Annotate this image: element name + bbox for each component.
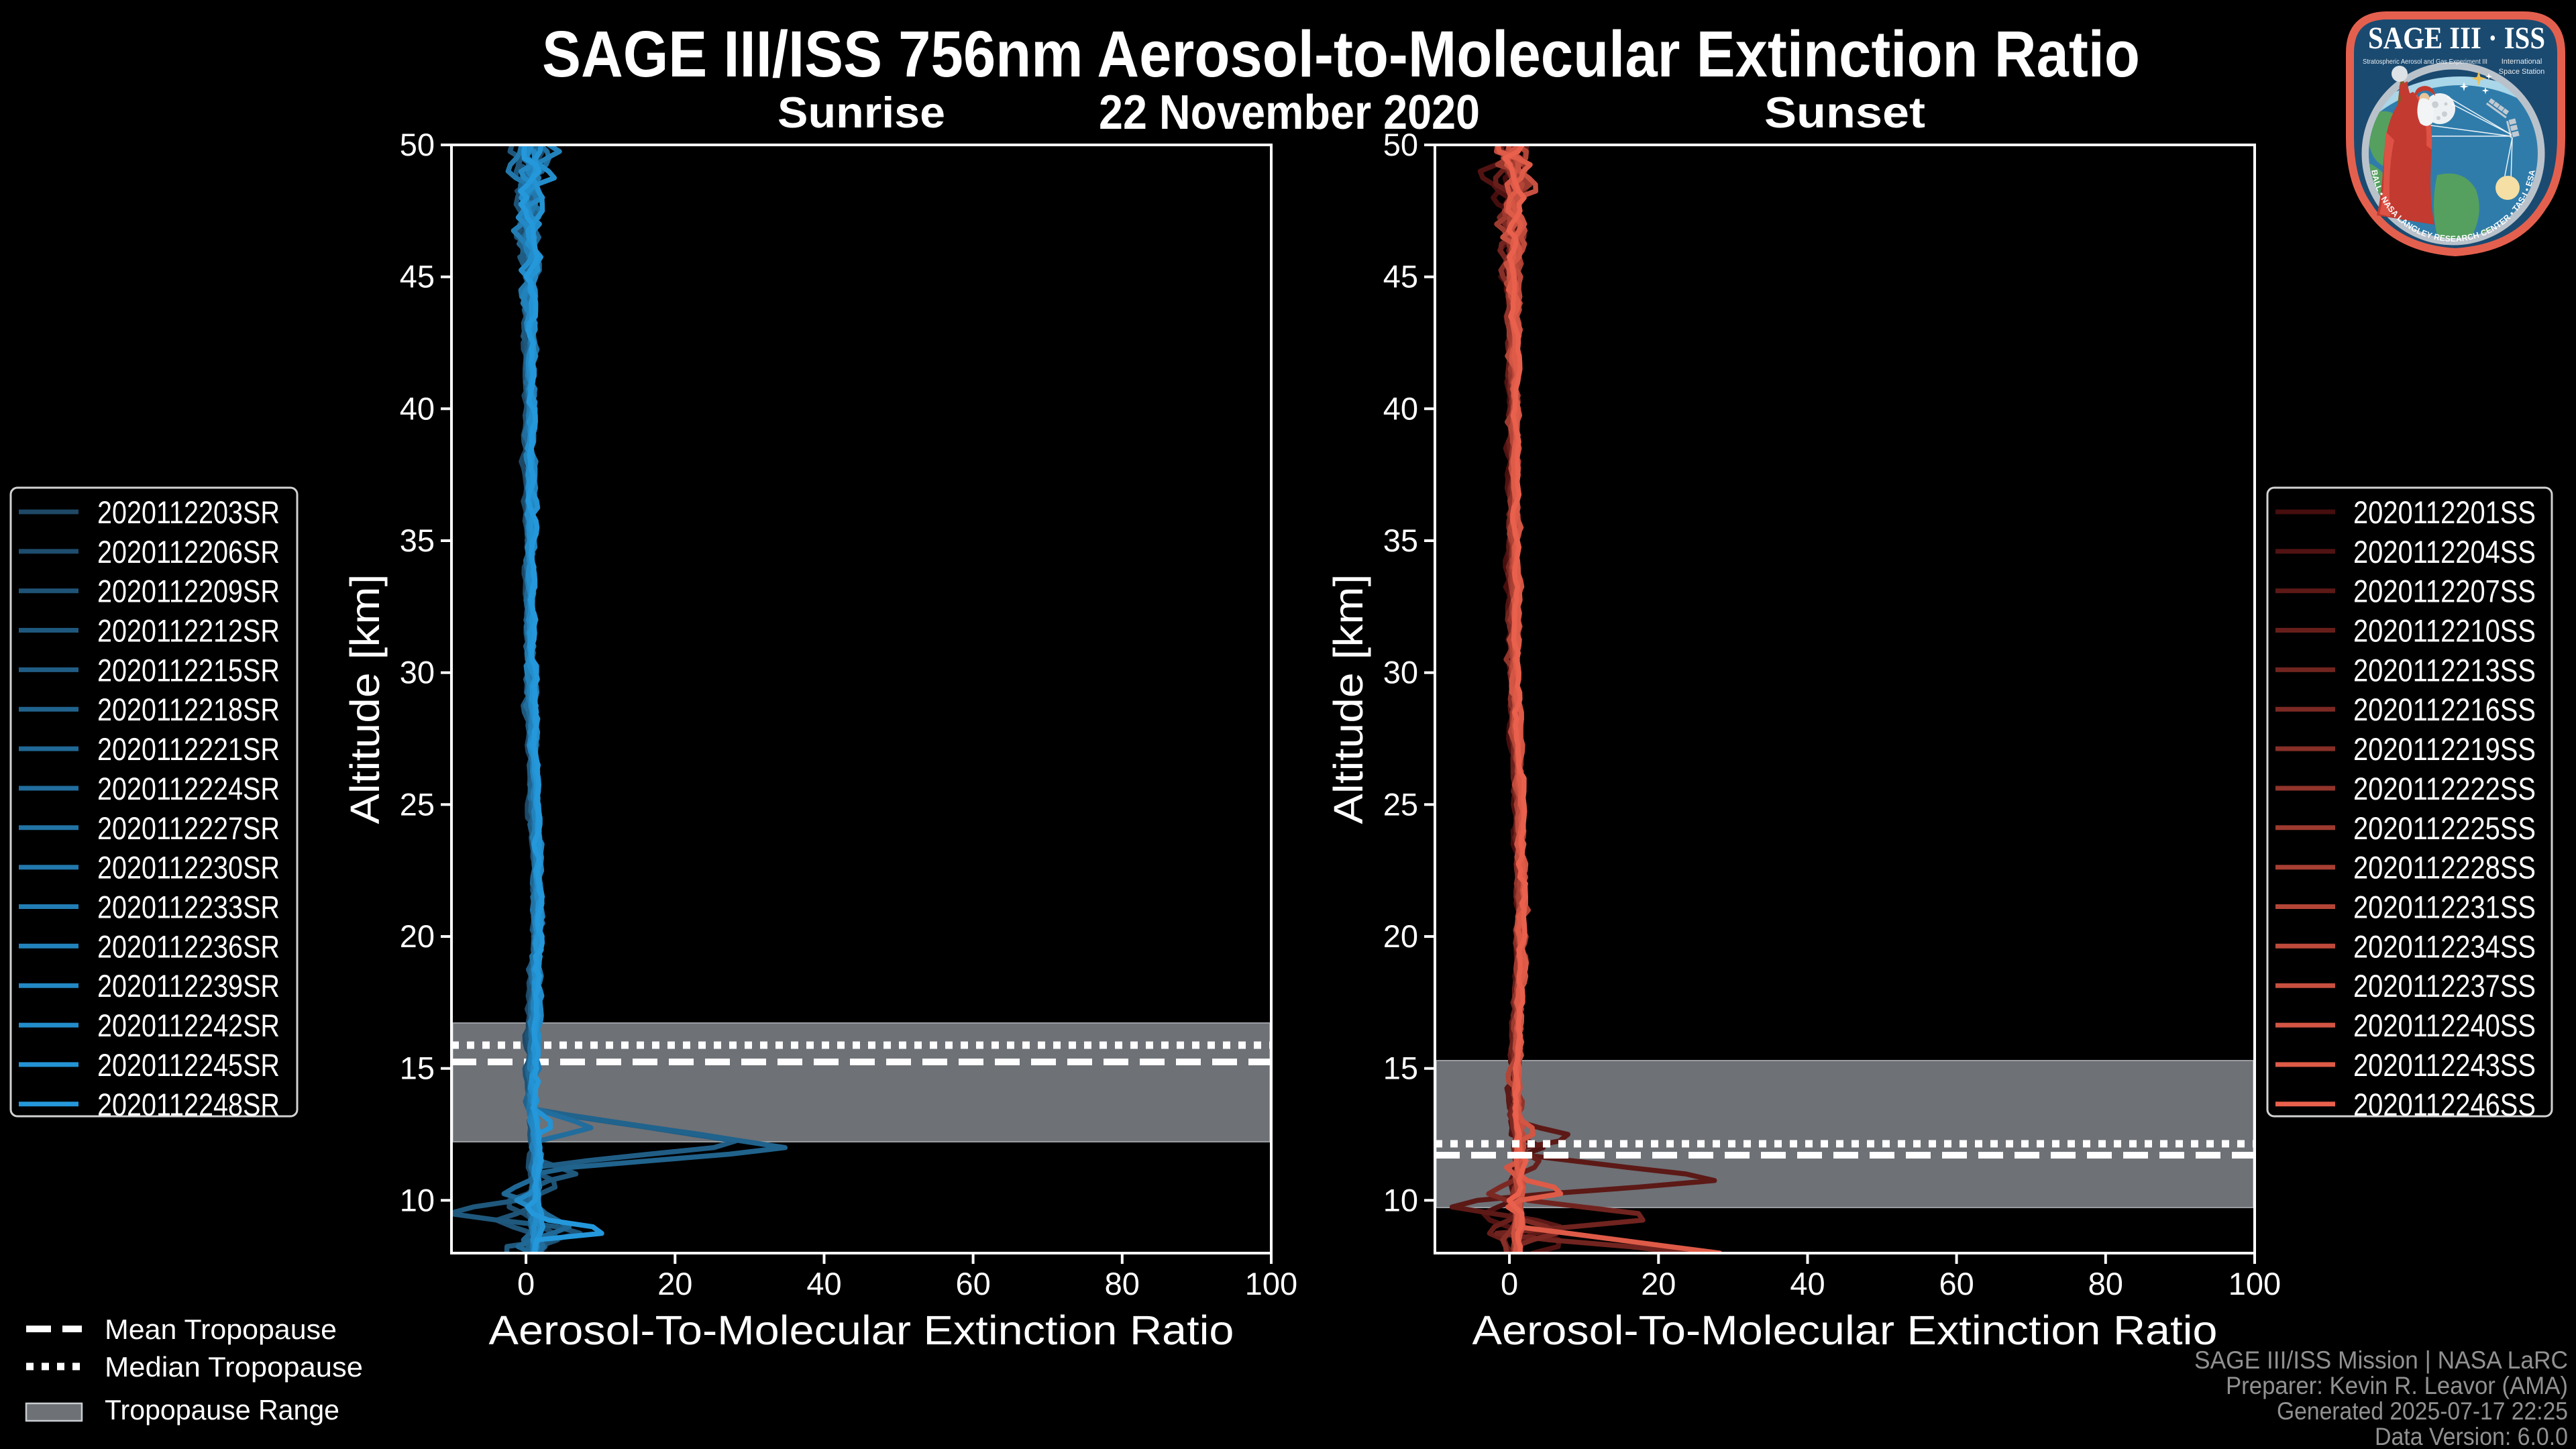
svg-text:10: 10 bbox=[400, 1182, 435, 1218]
svg-text:2020112227SR: 2020112227SR bbox=[97, 810, 280, 846]
svg-text:SAGE III · ISS: SAGE III · ISS bbox=[2368, 21, 2545, 56]
svg-text:Aerosol-To-Molecular Extinctio: Aerosol-To-Molecular Extinction Ratio bbox=[1472, 1307, 2218, 1353]
svg-text:2020112236SR: 2020112236SR bbox=[97, 928, 280, 964]
svg-text:2020112246SS: 2020112246SS bbox=[2353, 1087, 2536, 1122]
svg-text:Preparer: Kevin R. Leavor (AMA: Preparer: Kevin R. Leavor (AMA) bbox=[2226, 1372, 2568, 1399]
svg-text:100: 100 bbox=[1245, 1266, 1297, 1301]
svg-text:45: 45 bbox=[400, 259, 435, 294]
svg-text:Sunrise: Sunrise bbox=[777, 88, 945, 137]
svg-text:40: 40 bbox=[806, 1266, 841, 1301]
svg-text:2020112219SS: 2020112219SS bbox=[2353, 731, 2536, 767]
svg-text:50: 50 bbox=[1383, 127, 1418, 162]
svg-text:Mean Tropopause: Mean Tropopause bbox=[105, 1313, 337, 1345]
svg-text:60: 60 bbox=[1939, 1266, 1974, 1301]
svg-text:2020112209SR: 2020112209SR bbox=[97, 574, 280, 609]
svg-text:2020112237SS: 2020112237SS bbox=[2353, 968, 2536, 1004]
svg-text:0: 0 bbox=[1501, 1266, 1518, 1301]
svg-text:Tropopause Range: Tropopause Range bbox=[105, 1394, 339, 1426]
svg-text:2020112243SS: 2020112243SS bbox=[2353, 1047, 2536, 1083]
svg-text:15: 15 bbox=[400, 1051, 435, 1086]
svg-text:2020112212SR: 2020112212SR bbox=[97, 613, 280, 649]
svg-text:50: 50 bbox=[400, 127, 435, 162]
svg-text:2020112206SR: 2020112206SR bbox=[97, 534, 280, 570]
svg-text:80: 80 bbox=[2088, 1266, 2123, 1301]
svg-text:Altitude [km]: Altitude [km] bbox=[342, 574, 388, 824]
svg-text:20: 20 bbox=[1383, 918, 1418, 954]
svg-text:Space Station: Space Station bbox=[2499, 68, 2545, 76]
svg-text:2020112222SS: 2020112222SS bbox=[2353, 771, 2536, 806]
svg-text:International: International bbox=[2502, 58, 2542, 66]
svg-text:Stratospheric Aerosol and Gas: Stratospheric Aerosol and Gas Experiment… bbox=[2363, 58, 2487, 66]
svg-text:Altitude [km]: Altitude [km] bbox=[1326, 574, 1371, 824]
svg-text:2020112239SR: 2020112239SR bbox=[97, 968, 280, 1004]
svg-text:25: 25 bbox=[400, 786, 435, 822]
svg-text:2020112221SR: 2020112221SR bbox=[97, 731, 280, 767]
svg-text:40: 40 bbox=[1790, 1266, 1825, 1301]
svg-text:2020112228SS: 2020112228SS bbox=[2353, 850, 2536, 885]
svg-text:40: 40 bbox=[400, 390, 435, 426]
svg-text:Generated 2025-07-17 22:25: Generated 2025-07-17 22:25 bbox=[2277, 1397, 2568, 1425]
svg-text:2020112234SS: 2020112234SS bbox=[2353, 928, 2536, 964]
svg-text:Data Version: 6.0.0: Data Version: 6.0.0 bbox=[2375, 1423, 2568, 1449]
svg-text:15: 15 bbox=[1383, 1051, 1418, 1086]
svg-text:35: 35 bbox=[1383, 523, 1418, 558]
svg-text:2020112242SR: 2020112242SR bbox=[97, 1008, 280, 1043]
svg-text:2020112201SS: 2020112201SS bbox=[2353, 494, 2536, 530]
svg-text:Sunset: Sunset bbox=[1764, 88, 1925, 137]
svg-text:2020112210SS: 2020112210SS bbox=[2353, 613, 2536, 649]
svg-text:2020112224SR: 2020112224SR bbox=[97, 771, 280, 806]
svg-text:2020112216SS: 2020112216SS bbox=[2353, 692, 2536, 727]
svg-text:2020112245SR: 2020112245SR bbox=[97, 1047, 280, 1083]
svg-text:2020112231SS: 2020112231SS bbox=[2353, 890, 2536, 925]
svg-text:2020112203SR: 2020112203SR bbox=[97, 494, 280, 530]
svg-text:Aerosol-To-Molecular Extinctio: Aerosol-To-Molecular Extinction Ratio bbox=[489, 1307, 1234, 1353]
svg-text:60: 60 bbox=[955, 1266, 990, 1301]
svg-text:2020112207SS: 2020112207SS bbox=[2353, 574, 2536, 609]
svg-text:25: 25 bbox=[1383, 786, 1418, 822]
svg-text:2020112225SS: 2020112225SS bbox=[2353, 810, 2536, 846]
svg-text:20: 20 bbox=[657, 1266, 692, 1301]
svg-text:35: 35 bbox=[400, 523, 435, 558]
svg-text:2020112218SR: 2020112218SR bbox=[97, 692, 280, 727]
svg-text:20: 20 bbox=[400, 918, 435, 954]
svg-text:2020112215SR: 2020112215SR bbox=[97, 652, 280, 688]
svg-text:2020112233SR: 2020112233SR bbox=[97, 890, 280, 925]
svg-text:45: 45 bbox=[1383, 259, 1418, 294]
svg-text:30: 30 bbox=[400, 655, 435, 690]
svg-text:80: 80 bbox=[1105, 1266, 1140, 1301]
svg-text:Median Tropopause: Median Tropopause bbox=[105, 1351, 363, 1383]
svg-text:2020112213SS: 2020112213SS bbox=[2353, 652, 2536, 688]
svg-text:2020112230SR: 2020112230SR bbox=[97, 850, 280, 885]
svg-text:40: 40 bbox=[1383, 390, 1418, 426]
svg-text:0: 0 bbox=[517, 1266, 535, 1301]
svg-text:2020112240SS: 2020112240SS bbox=[2353, 1008, 2536, 1043]
svg-text:2020112204SS: 2020112204SS bbox=[2353, 534, 2536, 570]
svg-text:SAGE III/ISS 756nm Aerosol-to-: SAGE III/ISS 756nm Aerosol-to-Molecular … bbox=[542, 17, 2140, 91]
svg-text:SAGE III/ISS Mission | NASA La: SAGE III/ISS Mission | NASA LaRC bbox=[2194, 1346, 2568, 1374]
svg-text:20: 20 bbox=[1641, 1266, 1676, 1301]
svg-text:2020112248SR: 2020112248SR bbox=[97, 1087, 280, 1122]
svg-text:30: 30 bbox=[1383, 655, 1418, 690]
svg-text:10: 10 bbox=[1383, 1182, 1418, 1218]
svg-text:22 November 2020: 22 November 2020 bbox=[1099, 86, 1480, 140]
svg-text:100: 100 bbox=[2229, 1266, 2281, 1301]
